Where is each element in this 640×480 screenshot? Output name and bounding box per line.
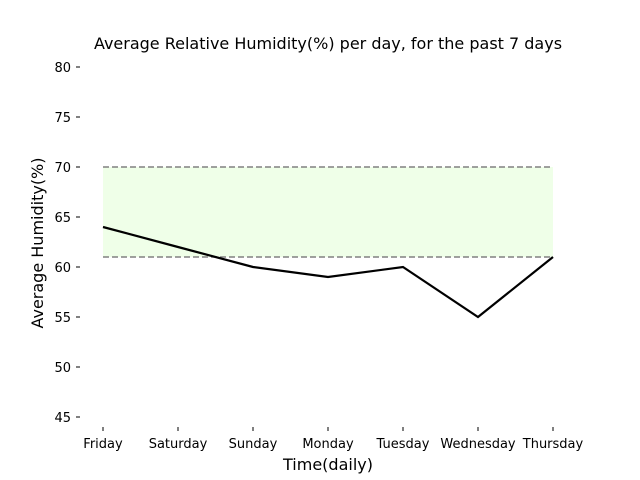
x-tick-label: Saturday (149, 437, 208, 452)
y-tick-label: 75 (54, 111, 71, 126)
x-tick-label: Monday (302, 437, 354, 452)
x-tick-label: Sunday (229, 437, 278, 452)
y-tick-label: 65 (54, 211, 71, 226)
y-tick-label: 55 (54, 311, 71, 326)
x-axis-label: Time(daily) (282, 455, 373, 474)
y-tick-label: 50 (54, 361, 71, 376)
y-tick-label: 80 (54, 61, 71, 76)
x-tick-label: Wednesday (440, 437, 516, 452)
comfort-band (103, 166, 553, 258)
y-axis: 45 50 55 60 65 70 75 80 (54, 61, 80, 426)
x-tick-label: Friday (83, 437, 123, 452)
chart-title: Average Relative Humidity(%) per day, fo… (94, 34, 562, 53)
y-tick-label: 45 (54, 411, 71, 426)
y-tick-label: 70 (54, 161, 71, 176)
band-fill (103, 167, 553, 257)
series-layer (102, 225, 554, 319)
y-tick-label: 60 (54, 261, 71, 276)
x-tick-label: Tuesday (376, 437, 430, 452)
x-axis: Friday Saturday Sunday Monday Tuesday Wednesd… (83, 427, 584, 452)
x-tick-label: Thursday (522, 437, 584, 452)
y-axis-label: Average Humidity(%) (28, 157, 47, 328)
